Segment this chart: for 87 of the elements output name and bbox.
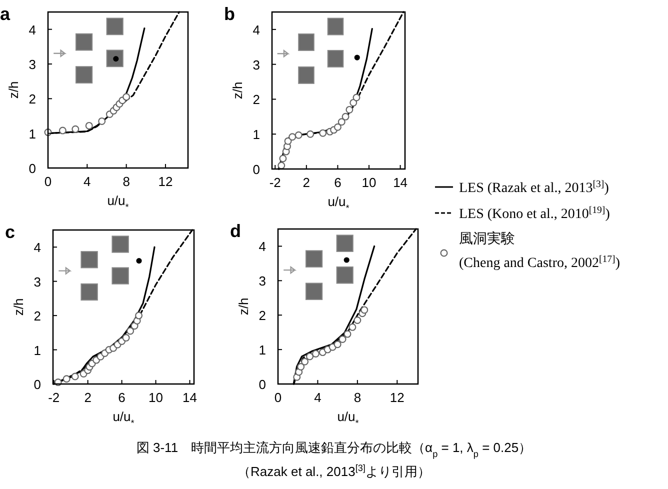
point xyxy=(338,335,346,343)
point xyxy=(334,340,342,348)
chart-title: d xyxy=(230,221,241,241)
text: （Razak et al., 2013$^{[3]}$より引用） xyxy=(238,463,430,479)
y-tick-label: 1 xyxy=(258,342,266,358)
chart-title: b xyxy=(224,4,235,24)
y-tick-label: 3 xyxy=(28,57,36,72)
point xyxy=(297,363,305,371)
x-tick-label: 6 xyxy=(334,175,342,190)
y-tick-label: 4 xyxy=(34,240,41,256)
point xyxy=(62,375,70,383)
point xyxy=(85,122,93,130)
x-tick-label: 10 xyxy=(148,390,164,405)
y-tick-label: 2 xyxy=(34,308,41,324)
y-tick-label: 0 xyxy=(252,162,260,177)
point xyxy=(306,352,314,360)
y-tick-label: 2 xyxy=(252,92,260,108)
point xyxy=(278,162,286,170)
y-axis-title: z/h xyxy=(236,298,251,316)
y-tick-label: 3 xyxy=(34,274,41,290)
x-tick-label: -2 xyxy=(48,390,60,405)
x-tick-label: 4 xyxy=(84,174,91,189)
x-tick-label: 12 xyxy=(390,390,404,405)
point xyxy=(122,334,130,342)
point xyxy=(312,350,320,358)
point xyxy=(72,125,80,133)
x-axis-title: u/u$_{*}$ xyxy=(107,193,130,212)
chart-title: c xyxy=(5,222,16,242)
point xyxy=(135,312,143,320)
x-tick-label: 0 xyxy=(274,390,282,405)
point xyxy=(279,154,287,162)
x-axis-title: u/u$_{*}$ xyxy=(328,194,350,213)
x-tick-label: 12 xyxy=(158,174,173,189)
y-tick-label: 2 xyxy=(258,308,266,324)
point xyxy=(360,306,368,314)
point xyxy=(288,133,296,141)
y-tick-label: 1 xyxy=(34,342,41,358)
y-axis-title: z/h xyxy=(230,82,245,100)
y-tick-label: 4 xyxy=(258,239,266,254)
x-tick-label: 0 xyxy=(44,174,52,189)
y-tick-label: 2 xyxy=(28,92,36,107)
x-tick-label: 14 xyxy=(393,175,408,190)
legend-label: 風洞実験 (Cheng and Castro, 2002$^{[17]}$) xyxy=(459,231,620,271)
x-axis-title: u/u$_{*}$ xyxy=(337,409,360,428)
point xyxy=(122,93,130,101)
x-tick-label: 2 xyxy=(302,175,310,190)
point xyxy=(294,131,302,139)
caption: 図 3-11 時間平均主流方向風速鉛直分布の比較（α$_{p}$ = 1, λ$_{p}$ = 0.25） xyxy=(136,440,532,459)
y-tick-label: 4 xyxy=(252,22,260,38)
y-tick-label: 3 xyxy=(252,57,260,72)
point xyxy=(342,112,350,120)
legend-label: LES (Razak et al., 2013$^{[3]}$) xyxy=(459,178,610,196)
point xyxy=(71,372,79,380)
x-tick-label: 10 xyxy=(362,175,376,190)
x-tick-label: 6 xyxy=(118,390,126,405)
point xyxy=(346,106,354,114)
point xyxy=(352,94,360,102)
x-tick-label: 8 xyxy=(122,174,130,189)
point xyxy=(126,327,134,335)
point xyxy=(98,117,106,125)
point xyxy=(306,130,314,138)
point xyxy=(58,126,66,134)
y-tick-label: 3 xyxy=(258,274,266,289)
chart-title: a xyxy=(0,4,11,24)
legend-label: LES (Kono et al., 2010$^{[19]}$) xyxy=(459,204,610,222)
y-tick-label: 4 xyxy=(28,22,36,38)
x-axis-title: u/u$_{*}$ xyxy=(112,409,135,428)
y-tick-label: 1 xyxy=(28,126,36,142)
y-tick-label: 1 xyxy=(252,127,260,142)
x-tick-label: 14 xyxy=(182,390,197,405)
point xyxy=(319,129,327,137)
x-tick-label: 4 xyxy=(314,390,322,405)
x-tick-label: -2 xyxy=(269,175,281,190)
point xyxy=(348,323,356,331)
y-axis-title: z/h xyxy=(6,81,21,99)
point xyxy=(344,330,352,338)
point xyxy=(301,358,309,366)
y-tick-label: 0 xyxy=(34,377,41,392)
y-tick-label: 0 xyxy=(28,161,36,176)
point xyxy=(350,98,358,106)
point xyxy=(334,123,342,131)
point xyxy=(338,118,346,126)
x-tick-label: 2 xyxy=(84,390,92,405)
point xyxy=(354,316,362,324)
x-tick-label: 8 xyxy=(354,390,362,405)
y-tick-label: 0 xyxy=(258,377,266,392)
y-axis-title: z/h xyxy=(11,298,26,316)
